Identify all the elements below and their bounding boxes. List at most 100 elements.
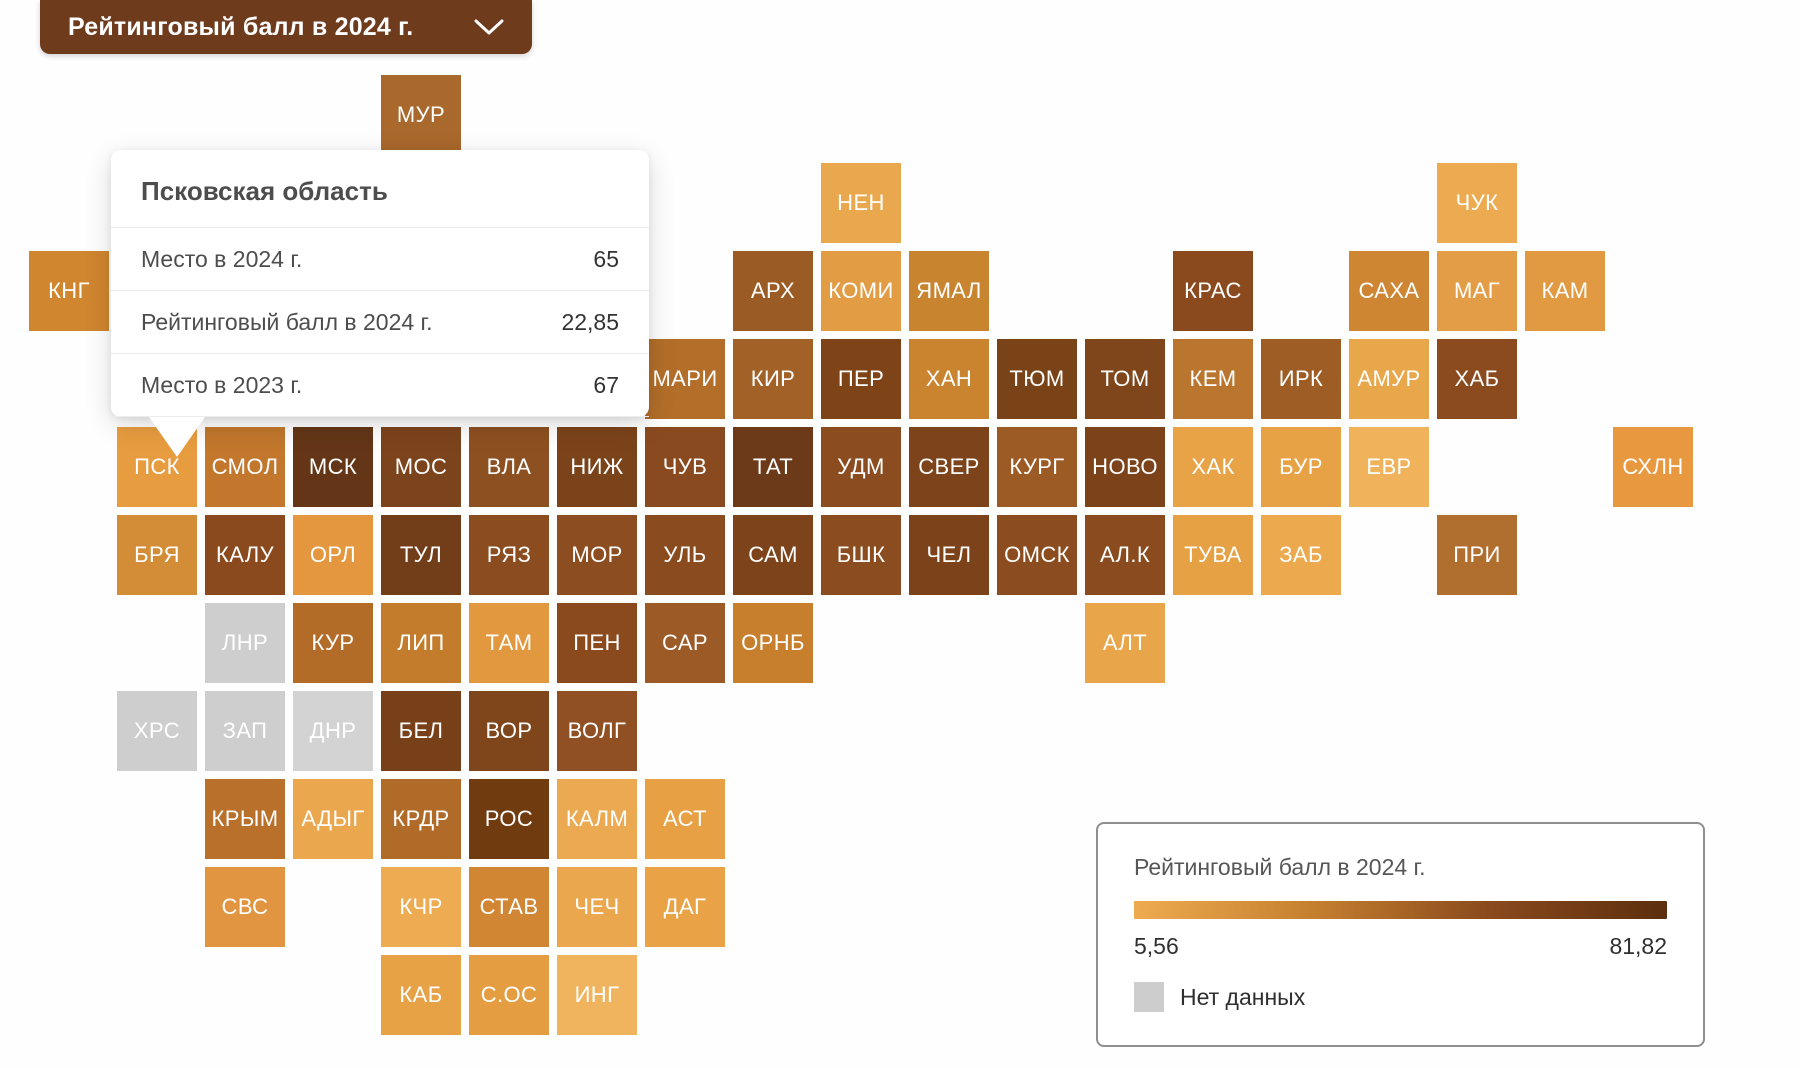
region-tile-ЗАП[interactable]: ЗАП (205, 691, 285, 771)
region-tile-УДМ[interactable]: УДМ (821, 427, 901, 507)
tooltip-row-value: 67 (593, 371, 619, 398)
region-tile-КУРГ[interactable]: КУРГ (997, 427, 1077, 507)
region-tile-САР[interactable]: САР (645, 603, 725, 683)
tooltip-row: Место в 2023 г. 67 (111, 354, 649, 417)
region-tile-МОР[interactable]: МОР (557, 515, 637, 595)
region-tile-КРАС[interactable]: КРАС (1173, 251, 1253, 331)
region-tile-ТУВА[interactable]: ТУВА (1173, 515, 1253, 595)
region-tile-ОРЛ[interactable]: ОРЛ (293, 515, 373, 595)
region-tile-АЛ.К[interactable]: АЛ.К (1085, 515, 1165, 595)
region-tile-ХАБ[interactable]: ХАБ (1437, 339, 1517, 419)
region-tile-АДЫГ[interactable]: АДЫГ (293, 779, 373, 859)
region-tile-КЧР[interactable]: КЧР (381, 867, 461, 947)
region-tile-ИРК[interactable]: ИРК (1261, 339, 1341, 419)
region-tile-РЯЗ[interactable]: РЯЗ (469, 515, 549, 595)
region-tile-НИЖ[interactable]: НИЖ (557, 427, 637, 507)
region-tile-СХЛН[interactable]: СХЛН (1613, 427, 1693, 507)
map-tooltip: Псковская область Место в 2024 г. 65 Рей… (111, 150, 649, 457)
region-tile-НОВО[interactable]: НОВО (1085, 427, 1165, 507)
region-tile-ЛНР[interactable]: ЛНР (205, 603, 285, 683)
tooltip-row-label: Место в 2023 г. (141, 371, 303, 398)
region-tile-МАГ[interactable]: МАГ (1437, 251, 1517, 331)
region-tile-КЕМ[interactable]: КЕМ (1173, 339, 1253, 419)
tooltip-title: Псковская область (111, 150, 649, 228)
region-tile-ДНР[interactable]: ДНР (293, 691, 373, 771)
region-tile-ТАМ[interactable]: ТАМ (469, 603, 549, 683)
region-tile-БЕЛ[interactable]: БЕЛ (381, 691, 461, 771)
region-tile-КАМ[interactable]: КАМ (1525, 251, 1605, 331)
region-tile-ЛИП[interactable]: ЛИП (381, 603, 461, 683)
tooltip-row-value: 22,85 (561, 308, 619, 335)
region-tile-НЕН[interactable]: НЕН (821, 163, 901, 243)
tooltip-row-label: Рейтинговый балл в 2024 г. (141, 308, 433, 335)
region-tile-КОМИ[interactable]: КОМИ (821, 251, 901, 331)
region-tile-АМУР[interactable]: АМУР (1349, 339, 1429, 419)
region-tile-МАРИ[interactable]: МАРИ (645, 339, 725, 419)
region-tile-ЧЕЧ[interactable]: ЧЕЧ (557, 867, 637, 947)
region-tile-УЛЬ[interactable]: УЛЬ (645, 515, 725, 595)
region-tile-БРЯ[interactable]: БРЯ (117, 515, 197, 595)
legend-max-value: 81,82 (1609, 933, 1667, 959)
tooltip-row-value: 65 (593, 245, 619, 272)
region-tile-СТАВ[interactable]: СТАВ (469, 867, 549, 947)
region-tile-ИНГ[interactable]: ИНГ (557, 955, 637, 1035)
region-tile-ТЮМ[interactable]: ТЮМ (997, 339, 1077, 419)
legend-no-data-row: Нет данных (1134, 982, 1667, 1012)
region-tile-ОРНБ[interactable]: ОРНБ (733, 603, 813, 683)
region-tile-СВС[interactable]: СВС (205, 867, 285, 947)
region-tile-САХА[interactable]: САХА (1349, 251, 1429, 331)
region-tile-РОС[interactable]: РОС (469, 779, 549, 859)
region-tile-С.ОС[interactable]: С.ОС (469, 955, 549, 1035)
region-tile-МОС[interactable]: МОС (381, 427, 461, 507)
region-tile-ТОМ[interactable]: ТОМ (1085, 339, 1165, 419)
region-tile-ВОР[interactable]: ВОР (469, 691, 549, 771)
region-tile-ДАГ[interactable]: ДАГ (645, 867, 725, 947)
region-tile-АЛТ[interactable]: АЛТ (1085, 603, 1165, 683)
region-tile-КАЛУ[interactable]: КАЛУ (205, 515, 285, 595)
region-tile-ТУЛ[interactable]: ТУЛ (381, 515, 461, 595)
region-tile-КАБ[interactable]: КАБ (381, 955, 461, 1035)
region-tile-КРДР[interactable]: КРДР (381, 779, 461, 859)
region-tile-КРЫМ[interactable]: КРЫМ (205, 779, 285, 859)
region-tile-ЧЕЛ[interactable]: ЧЕЛ (909, 515, 989, 595)
region-tile-СВЕР[interactable]: СВЕР (909, 427, 989, 507)
region-tile-ЯМАЛ[interactable]: ЯМАЛ (909, 251, 989, 331)
region-tile-ХАК[interactable]: ХАК (1173, 427, 1253, 507)
region-tile-ЧУК[interactable]: ЧУК (1437, 163, 1517, 243)
region-tile-ЕВР[interactable]: ЕВР (1349, 427, 1429, 507)
no-data-swatch (1134, 982, 1164, 1012)
region-tile-ПЕР[interactable]: ПЕР (821, 339, 901, 419)
region-tile-ПСК[interactable]: ПСК (117, 427, 197, 507)
region-tile-ХРС[interactable]: ХРС (117, 691, 197, 771)
region-tile-ВОЛГ[interactable]: ВОЛГ (557, 691, 637, 771)
region-tile-МУР[interactable]: МУР (381, 75, 461, 155)
region-tile-БУР[interactable]: БУР (1261, 427, 1341, 507)
tooltip-row: Рейтинговый балл в 2024 г. 22,85 (111, 291, 649, 354)
legend-min-value: 5,56 (1134, 933, 1179, 959)
tooltip-row: Место в 2024 г. 65 (111, 228, 649, 291)
region-tile-БШК[interactable]: БШК (821, 515, 901, 595)
metric-dropdown-label: Рейтинговый балл в 2024 г. (68, 12, 414, 41)
region-tile-ХАН[interactable]: ХАН (909, 339, 989, 419)
region-tile-КНГ[interactable]: КНГ (29, 251, 109, 331)
region-tile-ОМСК[interactable]: ОМСК (997, 515, 1077, 595)
region-tile-КИР[interactable]: КИР (733, 339, 813, 419)
legend-scale: 5,56 81,82 (1134, 933, 1667, 960)
metric-dropdown[interactable]: Рейтинговый балл в 2024 г. (40, 0, 532, 54)
region-tile-МСК[interactable]: МСК (293, 427, 373, 507)
region-tile-АРХ[interactable]: АРХ (733, 251, 813, 331)
tooltip-row-label: Место в 2024 г. (141, 245, 303, 272)
region-tile-ЗАБ[interactable]: ЗАБ (1261, 515, 1341, 595)
region-tile-СМОЛ[interactable]: СМОЛ (205, 427, 285, 507)
region-tile-ПЕН[interactable]: ПЕН (557, 603, 637, 683)
region-tile-ПРИ[interactable]: ПРИ (1437, 515, 1517, 595)
region-tile-ВЛА[interactable]: ВЛА (469, 427, 549, 507)
region-tile-САМ[interactable]: САМ (733, 515, 813, 595)
region-tile-АСТ[interactable]: АСТ (645, 779, 725, 859)
region-tile-КАЛМ[interactable]: КАЛМ (557, 779, 637, 859)
region-tile-ЧУВ[interactable]: ЧУВ (645, 427, 725, 507)
region-tile-ТАТ[interactable]: ТАТ (733, 427, 813, 507)
region-tile-КУР[interactable]: КУР (293, 603, 373, 683)
legend-title: Рейтинговый балл в 2024 г. (1134, 854, 1426, 880)
